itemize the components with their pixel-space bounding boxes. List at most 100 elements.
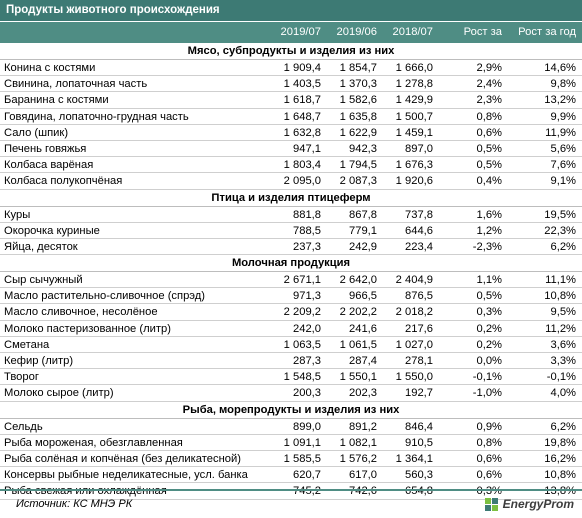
table-row: Творог 1 548,5 1 550,1 1 550,0 -0,1% -0,1% <box>0 369 582 386</box>
value-cell: 1 648,7 <box>283 110 321 123</box>
table-row: Баранина с костями 1 618,7 1 582,6 1 429,9 2… <box>0 92 582 109</box>
value-cell: 3,3% <box>550 355 577 367</box>
value-cell: 202,3 <box>349 387 377 400</box>
table-row: Сельдь 899,0 891,2 846,4 0,9% 6,2% <box>0 419 582 435</box>
value-cell: 16,2% <box>544 452 576 465</box>
source-label: Источник: <box>16 498 71 510</box>
value-cell: 11,2% <box>545 322 576 335</box>
table-row: Сметана 1 063,5 1 061,5 1 027,0 0,2% 3,6% <box>0 337 582 353</box>
value-cell: 0,3% <box>476 485 503 498</box>
value-cell: 1 027,0 <box>395 338 433 351</box>
value-cell: 1 676,3 <box>395 159 433 172</box>
logo-text: EnergyProm <box>502 497 574 511</box>
header-cell: Рост за месяц <box>463 26 502 59</box>
product-name-cell: Консервы рыбные неделикатесные, усл. бан… <box>4 469 248 482</box>
value-cell: 1 061,5 <box>339 338 377 351</box>
header-cell <box>0 22 272 43</box>
product-name-cell: Сельдь <box>4 420 43 433</box>
product-name-cell: Молоко сырое (литр) <box>4 387 114 400</box>
product-name-cell: Рыба свежая или охлаждённая <box>4 485 167 498</box>
value-cell: 10,8% <box>544 469 576 482</box>
table-row: Рыба свежая или охлаждённая 745,2 742,6 654… <box>0 483 582 500</box>
value-cell: 10,8% <box>544 290 576 303</box>
value-cell: 0,4% <box>476 175 503 188</box>
product-name-cell: Говядина, лопаточно-грудная часть <box>4 110 189 123</box>
value-cell: 1 794,5 <box>339 159 377 172</box>
value-cell: 1 920,6 <box>395 175 433 188</box>
value-cell: 1,6% <box>476 208 503 221</box>
value-cell: 1 909,4 <box>283 62 321 74</box>
value-cell: 910,5 <box>405 436 433 449</box>
value-cell: 0,9% <box>476 420 503 433</box>
section-header: Мясо, субпродукты и изделия из них <box>0 43 582 60</box>
value-cell: 617,0 <box>349 469 377 482</box>
value-cell: 14,6% <box>544 62 576 74</box>
table-row: Печень говяжья 947,1 942,3 897,0 0,5% 5,6% <box>0 141 582 158</box>
value-cell: 6,2% <box>550 240 577 253</box>
value-cell: 644,6 <box>405 224 433 237</box>
value-cell: 0,6% <box>476 126 503 139</box>
value-cell: 1,1% <box>476 274 503 287</box>
value-cell: 2 404,9 <box>395 274 433 287</box>
table-row: Кефир (литр) 287,3 287,4 278,1 0,0% 3,3% <box>0 353 582 370</box>
table-row: Сало (шпик) 1 632,8 1 622,9 1 459,1 0,6% 11,9… <box>0 125 582 141</box>
value-cell: 0,6% <box>476 452 503 465</box>
value-cell: 1 429,9 <box>395 94 433 107</box>
value-cell: 2 087,3 <box>339 175 377 188</box>
table-body: Мясо, субпродукты и изделия из них Конина… <box>0 43 582 500</box>
value-cell: 9,1% <box>550 175 577 188</box>
value-cell: 11,9% <box>545 126 576 139</box>
value-cell: 19,5% <box>544 208 576 221</box>
value-cell: 3,6% <box>550 338 577 351</box>
header-cell: 2018/07 <box>392 26 433 38</box>
value-cell: 779,1 <box>349 224 377 237</box>
table-row: Молоко пастеризованное (литр) 242,0 241,6 2… <box>0 321 582 337</box>
value-cell: 13,8% <box>544 485 576 498</box>
value-cell: 742,6 <box>349 485 377 498</box>
value-cell: 217,6 <box>405 322 433 335</box>
value-cell: 200,3 <box>293 387 321 400</box>
value-cell: 9,5% <box>550 306 577 319</box>
table-row: Консервы рыбные неделикатесные, усл. бан… <box>0 467 582 484</box>
product-name-cell: Печень говяжья <box>4 142 87 155</box>
value-cell: 237,3 <box>293 240 321 253</box>
table-row: Свинина, лопаточная часть 1 403,5 1 370,3 1… <box>0 76 582 93</box>
table-row: Говядина, лопаточно-грудная часть 1 648,7… <box>0 109 582 125</box>
value-cell: 2 202,2 <box>339 306 377 319</box>
value-cell: 1 576,2 <box>339 452 377 465</box>
section-header: Молочная продукция <box>0 255 582 273</box>
value-cell: 1 550,0 <box>395 371 433 384</box>
table-row: Рыба солёная и копчёная (без деликатесно… <box>0 451 582 468</box>
value-cell: 560,3 <box>405 469 433 482</box>
table-row: Колбаса варёная 1 803,4 1 794,5 1 676,3 0,5%… <box>0 157 582 174</box>
value-cell: 1 370,3 <box>339 78 377 91</box>
value-cell: 0,5% <box>476 142 503 155</box>
value-cell: 947,1 <box>293 142 321 155</box>
value-cell: 966,5 <box>349 290 377 303</box>
table-row: Окорочка куриные 788,5 779,1 644,6 1,2% 22,3% <box>0 223 582 239</box>
value-cell: 242,9 <box>349 240 377 253</box>
value-cell: 0,8% <box>476 436 503 449</box>
value-cell: 1 459,1 <box>395 126 433 139</box>
section-header: Птица и изделия птицеферм <box>0 189 582 207</box>
product-name-cell: Куры <box>4 208 31 221</box>
energyprom-logo-icon <box>484 496 500 512</box>
value-cell: -0,1% <box>472 371 502 384</box>
value-cell: 2,4% <box>476 78 503 91</box>
product-name-cell: Баранина с костями <box>4 94 109 107</box>
value-cell: 278,1 <box>405 355 433 367</box>
product-name-cell: Молоко пастеризованное (литр) <box>4 322 171 335</box>
value-cell: 1 364,1 <box>395 452 433 465</box>
table-row: Колбаса полукопчёная 2 095,0 2 087,3 1 920,… <box>0 173 582 190</box>
value-cell: 9,9% <box>550 110 577 123</box>
value-cell: 11,1% <box>545 274 576 287</box>
value-cell: 788,5 <box>293 224 321 237</box>
value-cell: 287,4 <box>349 355 377 367</box>
product-name-cell: Рыба мороженая, обезглавленная <box>4 436 183 449</box>
table-row: Масло сливочное, несолёное 2 209,2 2 202,2… <box>0 304 582 321</box>
value-cell: 846,4 <box>405 420 433 433</box>
value-cell: 737,8 <box>405 208 433 221</box>
value-cell: 1 854,7 <box>339 62 377 74</box>
table-row: Конина с костями 1 909,4 1 854,7 1 666,0 2,9… <box>0 60 582 77</box>
value-cell: 6,2% <box>550 420 577 433</box>
